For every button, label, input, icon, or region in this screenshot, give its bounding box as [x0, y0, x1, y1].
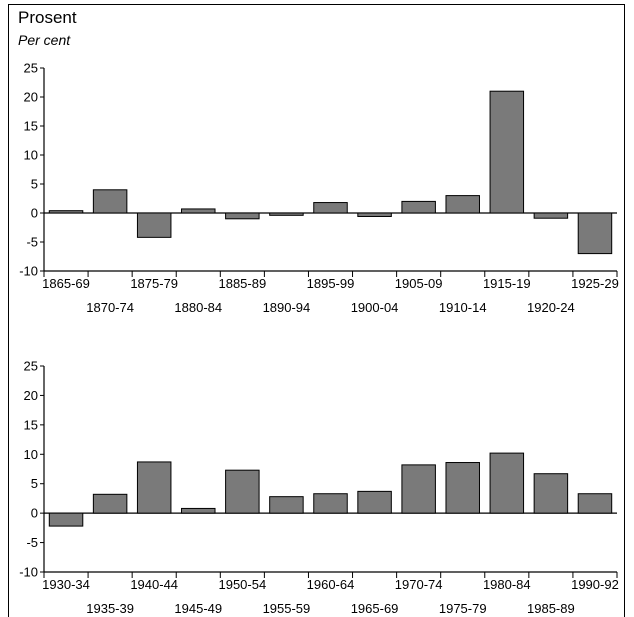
bar	[445, 462, 480, 514]
x-tick-label: 1910-14	[439, 300, 487, 315]
bar	[401, 464, 436, 514]
x-tick-label: 1950-54	[218, 577, 266, 592]
chart-frame	[8, 4, 625, 617]
bar	[313, 202, 348, 214]
bar	[489, 452, 525, 514]
y-tick-label: 20	[24, 388, 38, 403]
x-tick-label: 1935-39	[86, 601, 134, 616]
bar	[136, 212, 172, 238]
x-tick-label: 1945-49	[174, 601, 222, 616]
x-tick-label: 1975-79	[439, 601, 487, 616]
x-tick-label: 1885-89	[218, 276, 266, 291]
bar	[225, 212, 260, 220]
bar	[92, 493, 128, 514]
y-axis-title: Prosent	[18, 8, 77, 27]
bar	[489, 90, 525, 214]
y-tick-label: 0	[31, 206, 38, 221]
x-tick-label: 1905-09	[395, 276, 443, 291]
y-tick-label: -10	[19, 565, 38, 580]
x-tick-label: 1920-24	[527, 300, 575, 315]
y-tick-label: 25	[24, 61, 38, 76]
y-tick-label: 25	[24, 359, 38, 374]
y-tick-label: 15	[24, 417, 38, 432]
bar	[181, 208, 216, 214]
x-tick-label: 1970-74	[395, 577, 443, 592]
x-tick-label: 1890-94	[263, 300, 311, 315]
x-tick-label: 1900-04	[351, 300, 399, 315]
bar	[269, 496, 304, 514]
y-tick-label: 15	[24, 119, 38, 134]
x-tick-label: 1895-99	[307, 276, 355, 291]
bar	[92, 189, 128, 214]
x-tick-label: 1875-79	[130, 276, 178, 291]
x-tick-label: 1955-59	[263, 601, 311, 616]
bar	[357, 490, 392, 514]
y-tick-label: -5	[26, 535, 38, 550]
x-tick-label: 1965-69	[351, 601, 399, 616]
y-axis-subtitle: Per cent	[18, 32, 71, 48]
bar	[48, 210, 84, 214]
y-tick-label: 10	[24, 148, 38, 163]
bar	[401, 200, 436, 214]
x-tick-label: 1925-29	[571, 276, 619, 291]
bar	[225, 469, 260, 514]
y-tick-label: -5	[26, 235, 38, 250]
y-tick-label: 5	[31, 177, 38, 192]
bar	[181, 507, 216, 514]
x-tick-label: 1980-84	[483, 577, 531, 592]
bar	[136, 461, 172, 514]
bar	[577, 212, 613, 255]
bar	[445, 195, 480, 214]
bar	[313, 493, 348, 514]
y-tick-label: 0	[31, 506, 38, 521]
bar	[577, 493, 613, 514]
x-tick-label: 1880-84	[174, 300, 222, 315]
y-tick-label: 20	[24, 90, 38, 105]
x-tick-label: 1985-89	[527, 601, 575, 616]
y-tick-label: -10	[19, 264, 38, 279]
x-tick-label: 1990-92	[571, 577, 619, 592]
bar	[48, 512, 84, 527]
x-tick-label: 1865-69	[42, 276, 90, 291]
x-tick-label: 1915-19	[483, 276, 531, 291]
x-tick-label: 1930-34	[42, 577, 90, 592]
bar	[533, 473, 569, 514]
y-tick-label: 10	[24, 447, 38, 462]
x-tick-label: 1940-44	[130, 577, 178, 592]
bar	[533, 212, 569, 219]
x-tick-label: 1870-74	[86, 300, 134, 315]
y-tick-label: 5	[31, 476, 38, 491]
bar	[357, 212, 392, 217]
bar	[269, 212, 304, 216]
x-tick-label: 1960-64	[307, 577, 355, 592]
